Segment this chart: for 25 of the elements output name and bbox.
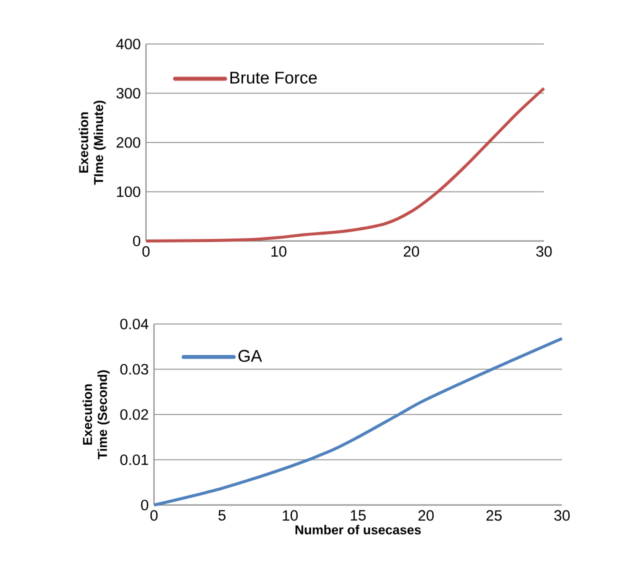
y-tick-label: 0.01 (120, 454, 148, 466)
x-tick-label: 25 (486, 510, 502, 521)
y-axis-title: Execution TIme (Minute) (78, 100, 106, 185)
x-tick-label: 0 (150, 510, 158, 521)
x-tick-label: 20 (404, 246, 420, 257)
legend-label: GA (238, 350, 262, 362)
x-tick-label: 15 (350, 510, 366, 521)
x-tick-label: 10 (282, 510, 298, 521)
legend-label: Brute Force (230, 72, 317, 84)
y-tick-label: 0.03 (120, 364, 148, 375)
x-tick-label: 30 (554, 510, 570, 521)
y-tick-label: 0.04 (120, 318, 148, 330)
x-tick-label: 30 (536, 246, 552, 257)
y-tick-label: 400 (116, 38, 140, 50)
x-tick-label: 20 (418, 510, 434, 521)
y-axis-title: Execution Time (Second) (82, 370, 110, 460)
y-tick-label: 300 (116, 88, 140, 99)
x-axis-title: Number of usecases (296, 524, 421, 534)
y-tick-label: 0 (141, 500, 148, 510)
y-tick-label: 100 (117, 186, 140, 198)
x-tick-label: 5 (218, 510, 226, 521)
y-tick-label: 0.02 (120, 409, 148, 420)
x-tick-label: 10 (272, 246, 286, 257)
y-tick-label: 0 (133, 236, 140, 246)
y-tick-label: 200 (116, 137, 140, 148)
